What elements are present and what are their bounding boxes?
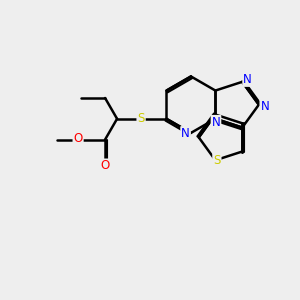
Text: S: S xyxy=(137,112,145,125)
Text: N: N xyxy=(181,127,190,140)
Text: S: S xyxy=(213,154,220,167)
Text: O: O xyxy=(100,160,110,172)
Text: N: N xyxy=(243,73,252,86)
Text: N: N xyxy=(260,100,269,113)
Text: O: O xyxy=(74,133,83,146)
Text: N: N xyxy=(212,116,220,129)
